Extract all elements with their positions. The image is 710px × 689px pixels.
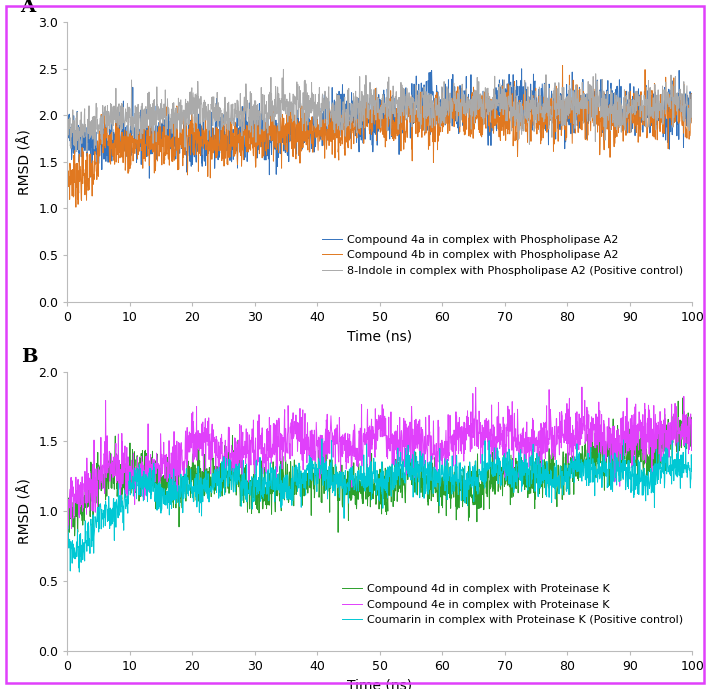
Line: 8-Indole in complex with Phospholipase A2 (Positive control): 8-Indole in complex with Phospholipase A… bbox=[67, 70, 692, 152]
Y-axis label: RMSD (Å): RMSD (Å) bbox=[18, 478, 33, 544]
Coumarin in complex with Proteinase K (Positive control) bbox=[95, 501, 104, 509]
8-Indole in complex with Phospholipase A2 (Positive control) bbox=[351, 108, 359, 116]
Compound 4a in complex with Phospholipase A2 bbox=[518, 65, 526, 73]
Coumarin in complex with Proteinase K (Positive control) bbox=[670, 458, 679, 466]
Compound 4b in complex with Phospholipase A2 bbox=[558, 61, 567, 70]
Coumarin in complex with Proteinase K (Positive control) bbox=[688, 458, 697, 466]
Compound 4a in complex with Phospholipase A2 bbox=[63, 125, 72, 133]
Compound 4e in complex with Proteinase K bbox=[351, 431, 359, 440]
Coumarin in complex with Proteinase K (Positive control) bbox=[75, 568, 84, 576]
Compound 4d in complex with Proteinase K bbox=[555, 485, 564, 493]
Coumarin in complex with Proteinase K (Positive control) bbox=[351, 470, 359, 478]
Compound 4a in complex with Phospholipase A2 bbox=[95, 145, 104, 154]
Compound 4b in complex with Phospholipase A2 bbox=[95, 152, 104, 160]
Compound 4b in complex with Phospholipase A2 bbox=[351, 112, 359, 121]
Coumarin in complex with Proteinase K (Positive control) bbox=[670, 464, 679, 472]
Compound 4a in complex with Phospholipase A2 bbox=[367, 125, 376, 134]
Line: Compound 4e in complex with Proteinase K: Compound 4e in complex with Proteinase K bbox=[67, 387, 692, 529]
Coumarin in complex with Proteinase K (Positive control) bbox=[63, 543, 72, 551]
Compound 4b in complex with Phospholipase A2 bbox=[63, 150, 72, 158]
Line: Compound 4b in complex with Phospholipase A2: Compound 4b in complex with Phospholipas… bbox=[67, 65, 692, 207]
Coumarin in complex with Proteinase K (Positive control) bbox=[317, 435, 326, 443]
Compound 4b in complex with Phospholipase A2 bbox=[72, 203, 80, 212]
Compound 4a in complex with Phospholipase A2 bbox=[670, 114, 679, 123]
X-axis label: Time (ns): Time (ns) bbox=[347, 679, 413, 689]
Legend: Compound 4d in complex with Proteinase K, Compound 4e in complex with Proteinase: Compound 4d in complex with Proteinase K… bbox=[339, 581, 687, 629]
Line: Coumarin in complex with Proteinase K (Positive control): Coumarin in complex with Proteinase K (P… bbox=[67, 439, 692, 572]
8-Indole in complex with Phospholipase A2 (Positive control) bbox=[368, 119, 376, 127]
Compound 4b in complex with Phospholipase A2 bbox=[367, 130, 376, 138]
Compound 4e in complex with Proteinase K bbox=[367, 415, 376, 423]
Compound 4b in complex with Phospholipase A2 bbox=[670, 101, 679, 109]
Compound 4e in complex with Proteinase K bbox=[670, 428, 679, 436]
Compound 4e in complex with Proteinase K bbox=[555, 409, 564, 417]
Compound 4b in complex with Phospholipase A2 bbox=[688, 119, 697, 127]
8-Indole in complex with Phospholipase A2 (Positive control) bbox=[670, 83, 679, 92]
Legend: Compound 4a in complex with Phospholipase A2, Compound 4b in complex with Phosph: Compound 4a in complex with Phospholipas… bbox=[318, 232, 687, 279]
8-Indole in complex with Phospholipase A2 (Positive control) bbox=[556, 107, 564, 116]
8-Indole in complex with Phospholipase A2 (Positive control) bbox=[95, 121, 104, 129]
Compound 4a in complex with Phospholipase A2 bbox=[670, 106, 679, 114]
Compound 4e in complex with Proteinase K bbox=[670, 423, 679, 431]
8-Indole in complex with Phospholipase A2 (Positive control) bbox=[670, 99, 679, 107]
Compound 4e in complex with Proteinase K bbox=[64, 525, 72, 533]
Line: Compound 4a in complex with Phospholipase A2: Compound 4a in complex with Phospholipas… bbox=[67, 69, 692, 178]
Compound 4a in complex with Phospholipase A2 bbox=[688, 112, 697, 121]
8-Indole in complex with Phospholipase A2 (Positive control) bbox=[71, 148, 80, 156]
Compound 4d in complex with Proteinase K bbox=[688, 435, 697, 443]
Compound 4d in complex with Proteinase K bbox=[70, 532, 79, 540]
Text: B: B bbox=[21, 348, 37, 366]
Coumarin in complex with Proteinase K (Positive control) bbox=[368, 470, 376, 478]
Compound 4d in complex with Proteinase K bbox=[351, 476, 359, 484]
Compound 4d in complex with Proteinase K bbox=[679, 394, 687, 402]
Line: Compound 4d in complex with Proteinase K: Compound 4d in complex with Proteinase K bbox=[67, 398, 692, 536]
Y-axis label: RMSD (Å): RMSD (Å) bbox=[18, 129, 33, 195]
Compound 4b in complex with Phospholipase A2 bbox=[670, 119, 679, 127]
Compound 4b in complex with Phospholipase A2 bbox=[555, 119, 564, 127]
Compound 4d in complex with Proteinase K bbox=[670, 433, 678, 441]
Compound 4e in complex with Proteinase K bbox=[578, 383, 586, 391]
Compound 4d in complex with Proteinase K bbox=[63, 508, 72, 516]
Compound 4d in complex with Proteinase K bbox=[670, 418, 679, 426]
Compound 4e in complex with Proteinase K bbox=[63, 523, 72, 531]
Compound 4a in complex with Phospholipase A2 bbox=[145, 174, 153, 183]
Compound 4e in complex with Proteinase K bbox=[95, 474, 104, 482]
Compound 4a in complex with Phospholipase A2 bbox=[351, 104, 359, 112]
Compound 4a in complex with Phospholipase A2 bbox=[556, 125, 564, 134]
Coumarin in complex with Proteinase K (Positive control) bbox=[556, 466, 564, 475]
Compound 4e in complex with Proteinase K bbox=[688, 416, 697, 424]
8-Indole in complex with Phospholipase A2 (Positive control) bbox=[688, 114, 697, 122]
8-Indole in complex with Phospholipase A2 (Positive control) bbox=[279, 65, 288, 74]
8-Indole in complex with Phospholipase A2 (Positive control) bbox=[63, 138, 72, 147]
X-axis label: Time (ns): Time (ns) bbox=[347, 329, 413, 343]
Text: A: A bbox=[21, 0, 36, 17]
Compound 4d in complex with Proteinase K bbox=[367, 449, 376, 457]
Compound 4d in complex with Proteinase K bbox=[95, 466, 104, 474]
